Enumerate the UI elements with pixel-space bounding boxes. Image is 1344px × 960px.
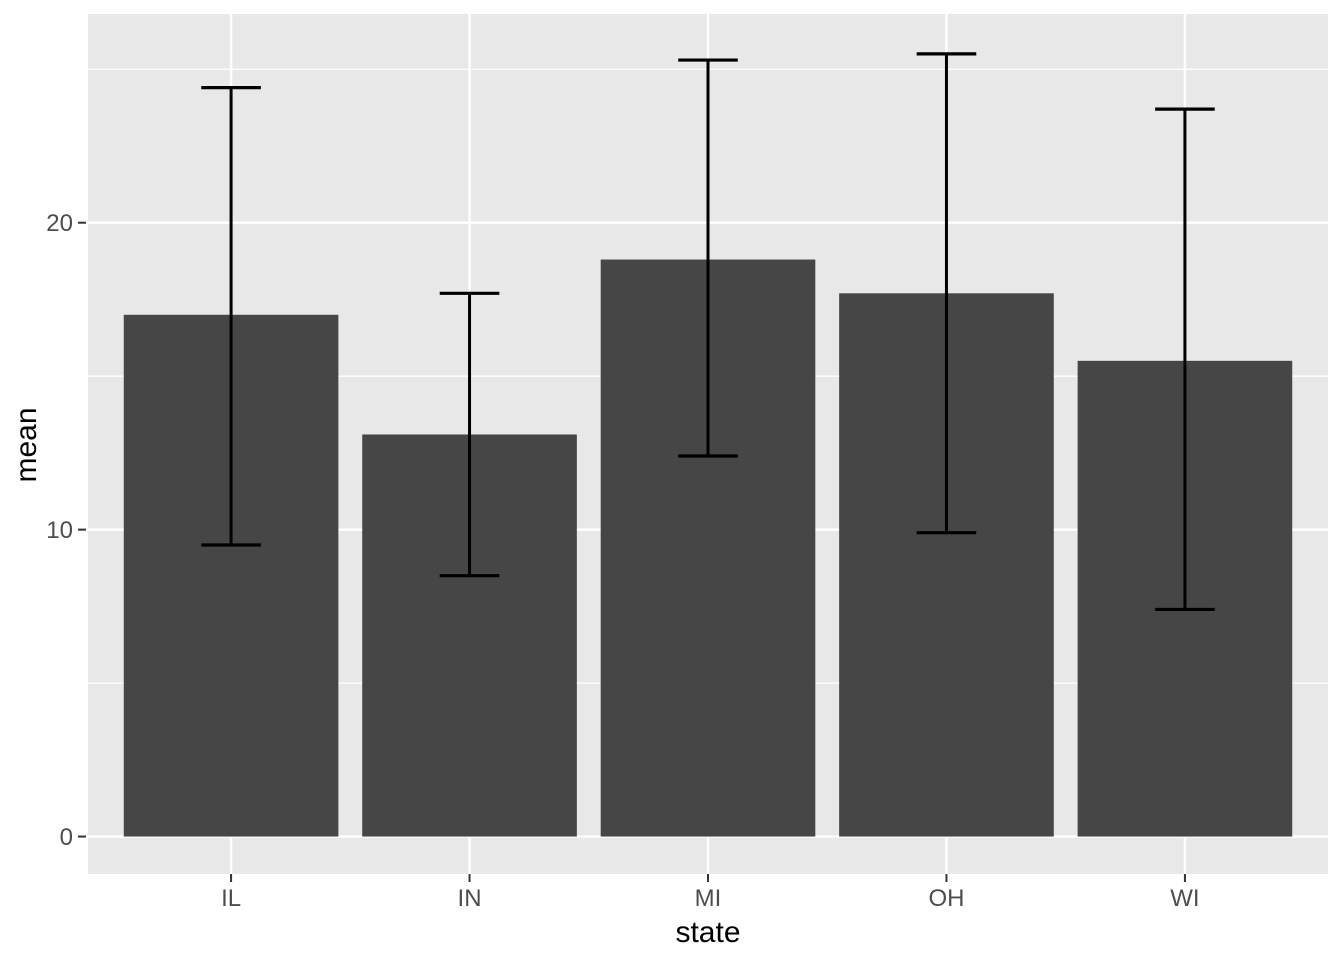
x-tick-label-OH: OH xyxy=(928,885,964,912)
y-tick-label: 0 xyxy=(60,824,73,851)
y-tick-label: 10 xyxy=(46,517,73,544)
y-tick-label: 20 xyxy=(46,210,73,237)
x-tick-label-IN: IN xyxy=(458,885,482,912)
x-axis-title: state xyxy=(675,916,741,949)
y-axis-title: mean xyxy=(10,407,43,483)
x-tick-label-IL: IL xyxy=(221,885,241,912)
x-tick-label-MI: MI xyxy=(695,885,722,912)
x-tick-label-WI: WI xyxy=(1170,885,1199,912)
